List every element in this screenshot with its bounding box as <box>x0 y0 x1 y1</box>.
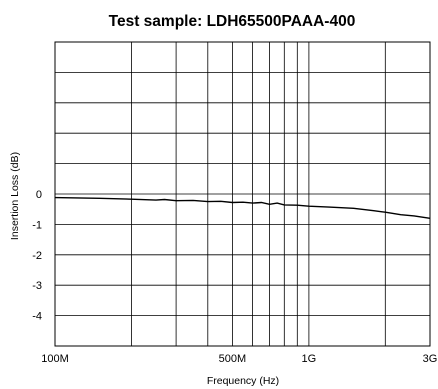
y-tick-label: -3 <box>32 280 42 292</box>
x-tick-label: 500M <box>219 353 247 365</box>
y-axis-label: Insertion Loss (dB) <box>9 152 21 240</box>
y-tick-label: -1 <box>32 219 42 231</box>
x-tick-label: 100M <box>41 353 69 365</box>
y-tick-label: -4 <box>32 311 42 323</box>
chart-title: Test sample: LDH65500PAAA-400 <box>109 13 356 30</box>
x-axis-label: Frequency (Hz) <box>207 375 279 387</box>
x-tick-label: 1G <box>302 353 317 365</box>
gridlines <box>55 42 430 346</box>
series-layer <box>54 196 431 219</box>
y-tick-labels: 0 -1 -2 -3 -4 <box>32 189 42 323</box>
y-tick-label: 0 <box>36 189 42 201</box>
x-tick-label: 3G <box>423 353 438 365</box>
plot-area-border <box>54 41 431 347</box>
y-tick-label: -2 <box>32 250 42 262</box>
insertion-loss-line <box>54 196 431 219</box>
x-tick-labels: 100M 500M 1G 3G <box>41 353 437 365</box>
